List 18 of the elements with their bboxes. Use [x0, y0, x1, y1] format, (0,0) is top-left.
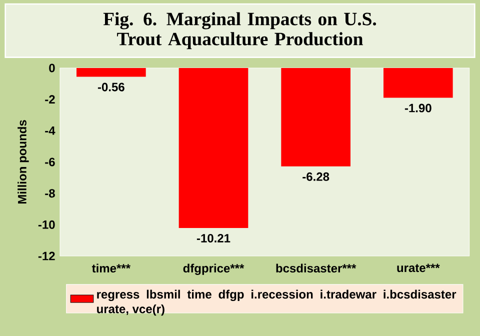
- text: -6.28: [302, 172, 330, 181]
- y-tick-label: -8: [45, 189, 55, 198]
- y-tick-label: -12: [38, 252, 55, 260]
- y-tick-label: -6: [45, 158, 55, 166]
- text: -0.56: [98, 82, 124, 92]
- y-tick-label: -2: [45, 95, 55, 104]
- y-tick-label: 0: [49, 64, 55, 72]
- text: -10.21: [196, 234, 230, 242]
- x-tick-label: bcsdisaster***: [276, 264, 356, 273]
- y-tick-label: -10: [38, 220, 55, 229]
- legend-label: regress lbsmil time dfgp i.recession i.tradewar i.bcsdisaster urate, vce(r): [97, 290, 456, 316]
- x-tick-label: dfgprice***: [183, 264, 244, 275]
- chart-title: Fig. 6. Marginal Impacts on U.S. Trout Aquaculture Production: [103, 12, 376, 50]
- y-axis-title: Million pounds: [18, 120, 29, 204]
- x-tick-label: time***: [92, 264, 130, 273]
- text: -1.90: [404, 104, 432, 112]
- x-tick-label: urate***: [397, 264, 440, 272]
- y-tick-label: -4: [45, 126, 56, 135]
